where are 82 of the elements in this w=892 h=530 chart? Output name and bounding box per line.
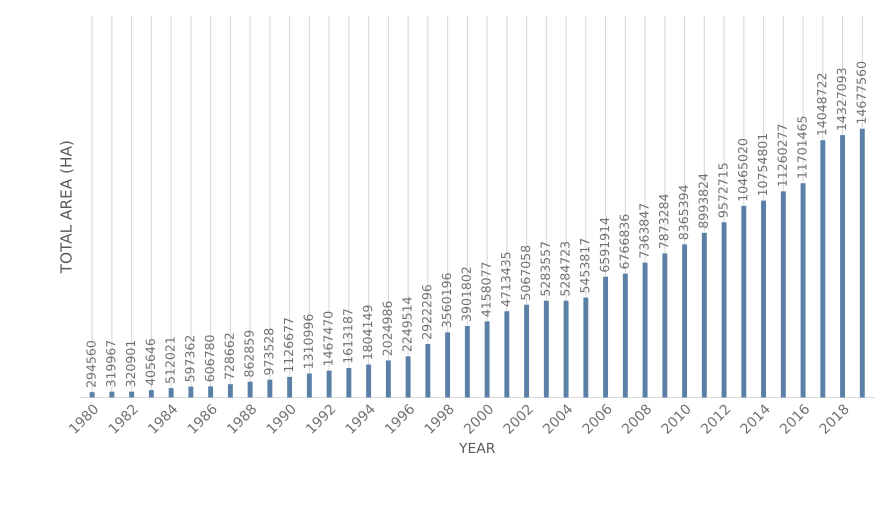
data-label: 5284723 [560, 242, 570, 296]
bar [524, 304, 530, 398]
bar [741, 206, 746, 398]
data-label: 11260277 [777, 124, 787, 186]
bar [682, 244, 688, 398]
data-label: 294560 [86, 341, 96, 388]
bar [208, 386, 214, 398]
bar [306, 373, 312, 398]
data-label: 3560196 [442, 273, 452, 328]
data-label: 7363847 [639, 204, 649, 258]
bar [603, 276, 608, 398]
data-label: 512021 [165, 337, 175, 383]
bar [287, 376, 292, 398]
bar [188, 386, 194, 398]
bar [662, 253, 668, 398]
bar [642, 262, 648, 398]
data-label: 2922296 [422, 284, 432, 339]
bar [366, 364, 372, 398]
bar [800, 183, 806, 398]
data-label: 4713435 [501, 252, 510, 306]
bar [425, 344, 430, 398]
data-label: 1613187 [343, 309, 352, 362]
data-label: 606780 [204, 335, 214, 382]
bar [702, 232, 707, 398]
bar [464, 326, 470, 398]
data-label: 320901 [126, 340, 136, 387]
data-label: 728662 [224, 334, 234, 379]
data-label: 14677560 [856, 62, 866, 124]
data-label: 8993824 [698, 174, 708, 228]
data-label: 6591914 [600, 218, 610, 272]
bar [148, 390, 154, 398]
data-label: 10465020 [738, 138, 748, 200]
bar [248, 382, 253, 398]
bar [445, 332, 450, 398]
data-label: 2249514 [402, 297, 412, 352]
bar [484, 321, 490, 398]
bar [622, 274, 628, 398]
data-label: 10754801 [758, 134, 768, 196]
bar [129, 392, 134, 398]
bar [346, 368, 352, 398]
data-label: 5453817 [580, 238, 590, 293]
bar [406, 356, 411, 398]
data-label: 9572715 [718, 163, 728, 218]
bar [564, 300, 569, 398]
data-label: 1804149 [362, 306, 372, 359]
data-label: 11701465 [797, 116, 807, 178]
bar [583, 298, 588, 398]
bar [386, 360, 391, 398]
data-label: 14048722 [816, 74, 826, 135]
data-label: 14327093 [836, 68, 846, 130]
bar [504, 311, 510, 398]
data-label: 597362 [185, 336, 194, 382]
data-label: 5067058 [520, 246, 530, 300]
data-label: 973528 [264, 328, 274, 375]
data-label: 1126677 [284, 318, 294, 372]
data-label: 1467470 [323, 312, 333, 366]
bar [780, 191, 786, 398]
bar [168, 388, 174, 398]
bar [267, 380, 272, 398]
bar [840, 135, 846, 398]
bar [860, 128, 865, 398]
data-label: 4158077 [481, 262, 491, 317]
bar [326, 370, 332, 398]
y-axis-title: TOTAL AREA (HA) [60, 141, 74, 274]
data-label: 3901802 [462, 267, 471, 321]
bar [761, 200, 766, 398]
bar [228, 384, 233, 398]
bar [722, 222, 727, 398]
data-label: 5283557 [540, 242, 550, 296]
bar [90, 392, 95, 398]
data-label: 862859 [244, 330, 254, 377]
bar [109, 392, 114, 398]
data-label: 6766836 [620, 214, 629, 269]
data-label: 405646 [146, 338, 155, 386]
bar [820, 140, 826, 398]
data-label: 1310996 [304, 314, 313, 368]
data-label: 7873284 [659, 194, 668, 248]
x-axis-title: YEAR [458, 442, 496, 453]
bar [544, 300, 549, 398]
data-label: 8365394 [678, 185, 688, 240]
data-label: 2024986 [382, 301, 392, 356]
data-label: 319967 [106, 340, 116, 387]
